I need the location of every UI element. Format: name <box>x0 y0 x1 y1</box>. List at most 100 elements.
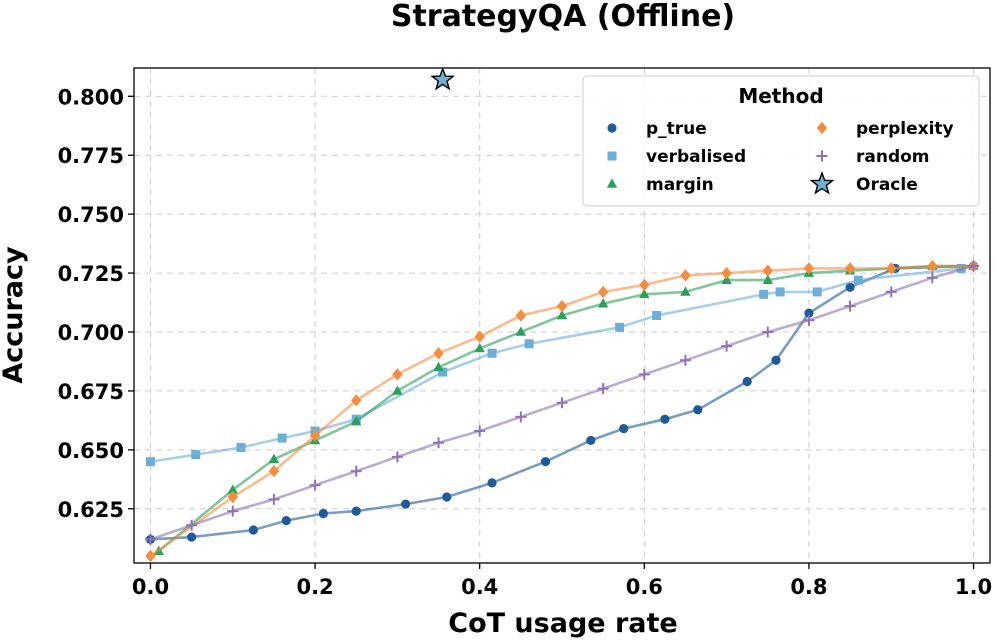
y-tick-label: 0.650 <box>58 439 124 463</box>
data-point <box>281 515 291 526</box>
data-point <box>191 450 201 460</box>
legend-marker <box>816 150 828 162</box>
data-point <box>540 457 551 467</box>
y-axis-label: Accuracy <box>0 246 29 384</box>
legend-title: Method <box>738 84 823 108</box>
data-point <box>524 339 534 349</box>
data-point <box>771 355 781 365</box>
data-point <box>775 287 785 297</box>
data-point <box>433 347 444 360</box>
data-point <box>433 437 445 449</box>
legend-label: verbalised <box>646 147 746 167</box>
data-point <box>236 443 246 452</box>
series-line <box>149 264 974 557</box>
data-point <box>803 262 815 275</box>
legend-item-margin: margin <box>606 175 714 195</box>
x-tick-label: 0.8 <box>790 575 827 599</box>
data-point <box>227 505 239 517</box>
data-point <box>268 453 280 464</box>
data-point <box>277 433 287 443</box>
data-point <box>309 479 321 491</box>
legend-marker <box>816 121 828 135</box>
data-point <box>351 394 362 407</box>
x-tick-label: 0.4 <box>461 575 498 599</box>
legend-item-random: random <box>816 147 930 167</box>
data-point <box>803 314 815 326</box>
y-tick-label: 0.700 <box>58 321 124 345</box>
y-tick-label: 0.800 <box>58 85 124 109</box>
data-point <box>742 376 752 387</box>
data-point <box>597 383 609 395</box>
data-point <box>227 490 238 504</box>
data-point <box>433 361 444 372</box>
data-point <box>597 285 609 299</box>
data-point <box>186 519 198 531</box>
y-tick-label: 0.675 <box>58 380 124 404</box>
data-point <box>391 451 403 463</box>
legend-marker <box>607 151 617 161</box>
y-tick-label: 0.725 <box>58 262 124 286</box>
data-point <box>597 298 609 308</box>
data-point <box>474 342 485 353</box>
data-point <box>615 322 625 332</box>
data-point <box>639 278 650 292</box>
data-point <box>638 368 650 380</box>
data-point <box>652 311 662 320</box>
legend-label: perplexity <box>856 119 954 139</box>
data-point <box>487 478 497 488</box>
data-point <box>268 464 280 478</box>
data-point <box>844 262 856 275</box>
data-point <box>680 269 691 282</box>
series-perplexity <box>145 259 979 563</box>
series-line <box>157 264 974 553</box>
data-point <box>144 533 156 545</box>
data-point <box>351 415 362 426</box>
legend-marker <box>809 170 835 195</box>
data-point <box>515 411 527 423</box>
legend-label: random <box>856 147 930 167</box>
data-point <box>227 484 238 494</box>
data-point <box>804 308 814 318</box>
data-point <box>845 282 855 292</box>
legend-marker <box>607 123 617 133</box>
data-point <box>268 493 280 505</box>
data-point <box>762 274 773 284</box>
series-margin <box>153 260 979 556</box>
data-point <box>351 506 361 516</box>
legend: Method p_true verbalised margin perplexity r… <box>582 75 980 207</box>
x-tick-label: 0.6 <box>626 575 663 599</box>
data-point <box>515 326 527 336</box>
plot-series <box>144 66 980 563</box>
series-random <box>144 260 980 545</box>
series-verbalised <box>145 263 966 467</box>
data-point <box>762 326 774 338</box>
data-point <box>350 465 362 477</box>
legend-item-verbalised: verbalised <box>607 147 746 167</box>
data-point <box>812 287 822 297</box>
y-tick-label: 0.625 <box>58 498 124 522</box>
legend-label: Oracle <box>856 175 918 195</box>
data-point <box>759 289 769 299</box>
legend-frame <box>582 75 980 207</box>
data-point <box>187 532 197 542</box>
plot-area <box>133 67 991 564</box>
data-point <box>556 299 568 313</box>
data-point <box>762 264 773 277</box>
data-point <box>853 275 863 285</box>
data-point <box>927 259 938 273</box>
legend-items: p_true verbalised margin perplexity random Or… <box>606 119 954 195</box>
data-point <box>586 435 596 446</box>
data-point <box>639 288 650 299</box>
data-point <box>556 309 568 320</box>
data-point <box>401 499 411 509</box>
data-point <box>721 266 732 280</box>
data-point <box>968 260 980 272</box>
oracle-point <box>430 66 456 91</box>
data-point <box>392 385 403 395</box>
legend-label: margin <box>646 175 714 195</box>
data-point <box>392 368 403 381</box>
x-tick-label: 0.0 <box>132 575 169 599</box>
data-point <box>693 405 703 415</box>
data-point <box>487 348 497 358</box>
